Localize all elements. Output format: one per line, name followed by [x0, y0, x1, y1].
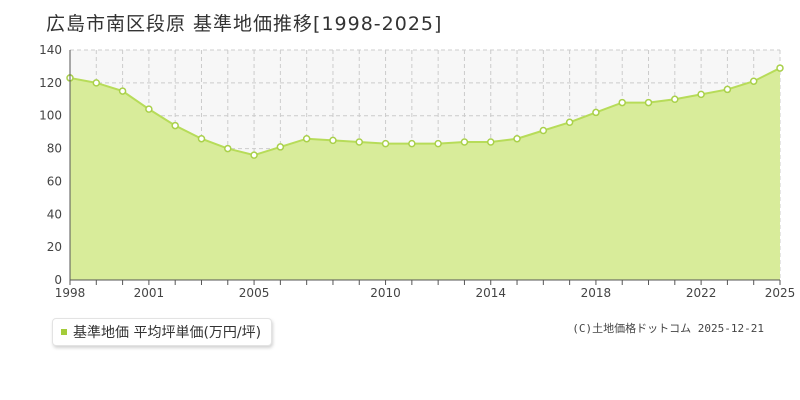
- data-point: [92, 79, 101, 87]
- y-tick-label: 100: [39, 109, 62, 123]
- data-point: [381, 139, 390, 148]
- data-point: [513, 134, 521, 143]
- data-point: [276, 143, 285, 151]
- chart-title: 広島市南区段原 基準地価推移[1998-2025]: [46, 13, 443, 35]
- x-tick-label: 2025: [765, 286, 796, 300]
- data-point: [592, 108, 600, 117]
- data-point: [565, 118, 574, 127]
- data-point: [697, 90, 705, 99]
- data-point: [302, 134, 311, 143]
- data-point: [145, 105, 153, 113]
- x-tick-label: 2014: [475, 286, 506, 300]
- credit-text: (C)土地価格ドットコム 2025-12-21: [572, 322, 764, 335]
- data-point: [618, 98, 626, 107]
- y-tick-label: 20: [47, 240, 62, 254]
- data-point: [118, 87, 127, 95]
- data-point: [776, 64, 784, 72]
- y-tick-label: 0: [54, 273, 62, 287]
- legend-swatch: [61, 329, 67, 335]
- data-point: [460, 138, 469, 146]
- x-tick-label: 2001: [134, 286, 165, 300]
- chart-legend: 基準地価 平均坪単価(万円/坪): [52, 318, 273, 346]
- x-tick-label: 1998: [55, 286, 86, 300]
- x-tick-label: 2005: [239, 286, 270, 300]
- y-tick-label: 40: [47, 207, 62, 221]
- y-tick-label: 140: [39, 43, 62, 57]
- data-point: [329, 136, 337, 145]
- x-tick-label: 2018: [581, 286, 612, 300]
- y-tick-label: 60: [47, 174, 62, 188]
- data-point: [171, 121, 179, 130]
- x-tick-label: 2010: [370, 286, 401, 300]
- data-point: [224, 144, 232, 153]
- data-point: [197, 134, 206, 143]
- data-point: [644, 98, 653, 107]
- data-point: [355, 138, 364, 146]
- data-point: [408, 139, 416, 148]
- legend-label: 基準地価 平均坪単価(万円/坪): [73, 325, 262, 341]
- data-point: [539, 126, 548, 135]
- x-tick-label: 2022: [686, 286, 717, 300]
- y-tick-label: 120: [39, 76, 62, 90]
- data-point: [250, 151, 258, 159]
- series-line: [69, 67, 781, 157]
- data-point: [671, 95, 679, 104]
- area-fill: [70, 68, 780, 280]
- data-point: [486, 138, 495, 146]
- data-point: [749, 77, 758, 85]
- data-point: [723, 85, 732, 94]
- y-tick-label: 80: [47, 142, 62, 156]
- data-point: [434, 139, 442, 148]
